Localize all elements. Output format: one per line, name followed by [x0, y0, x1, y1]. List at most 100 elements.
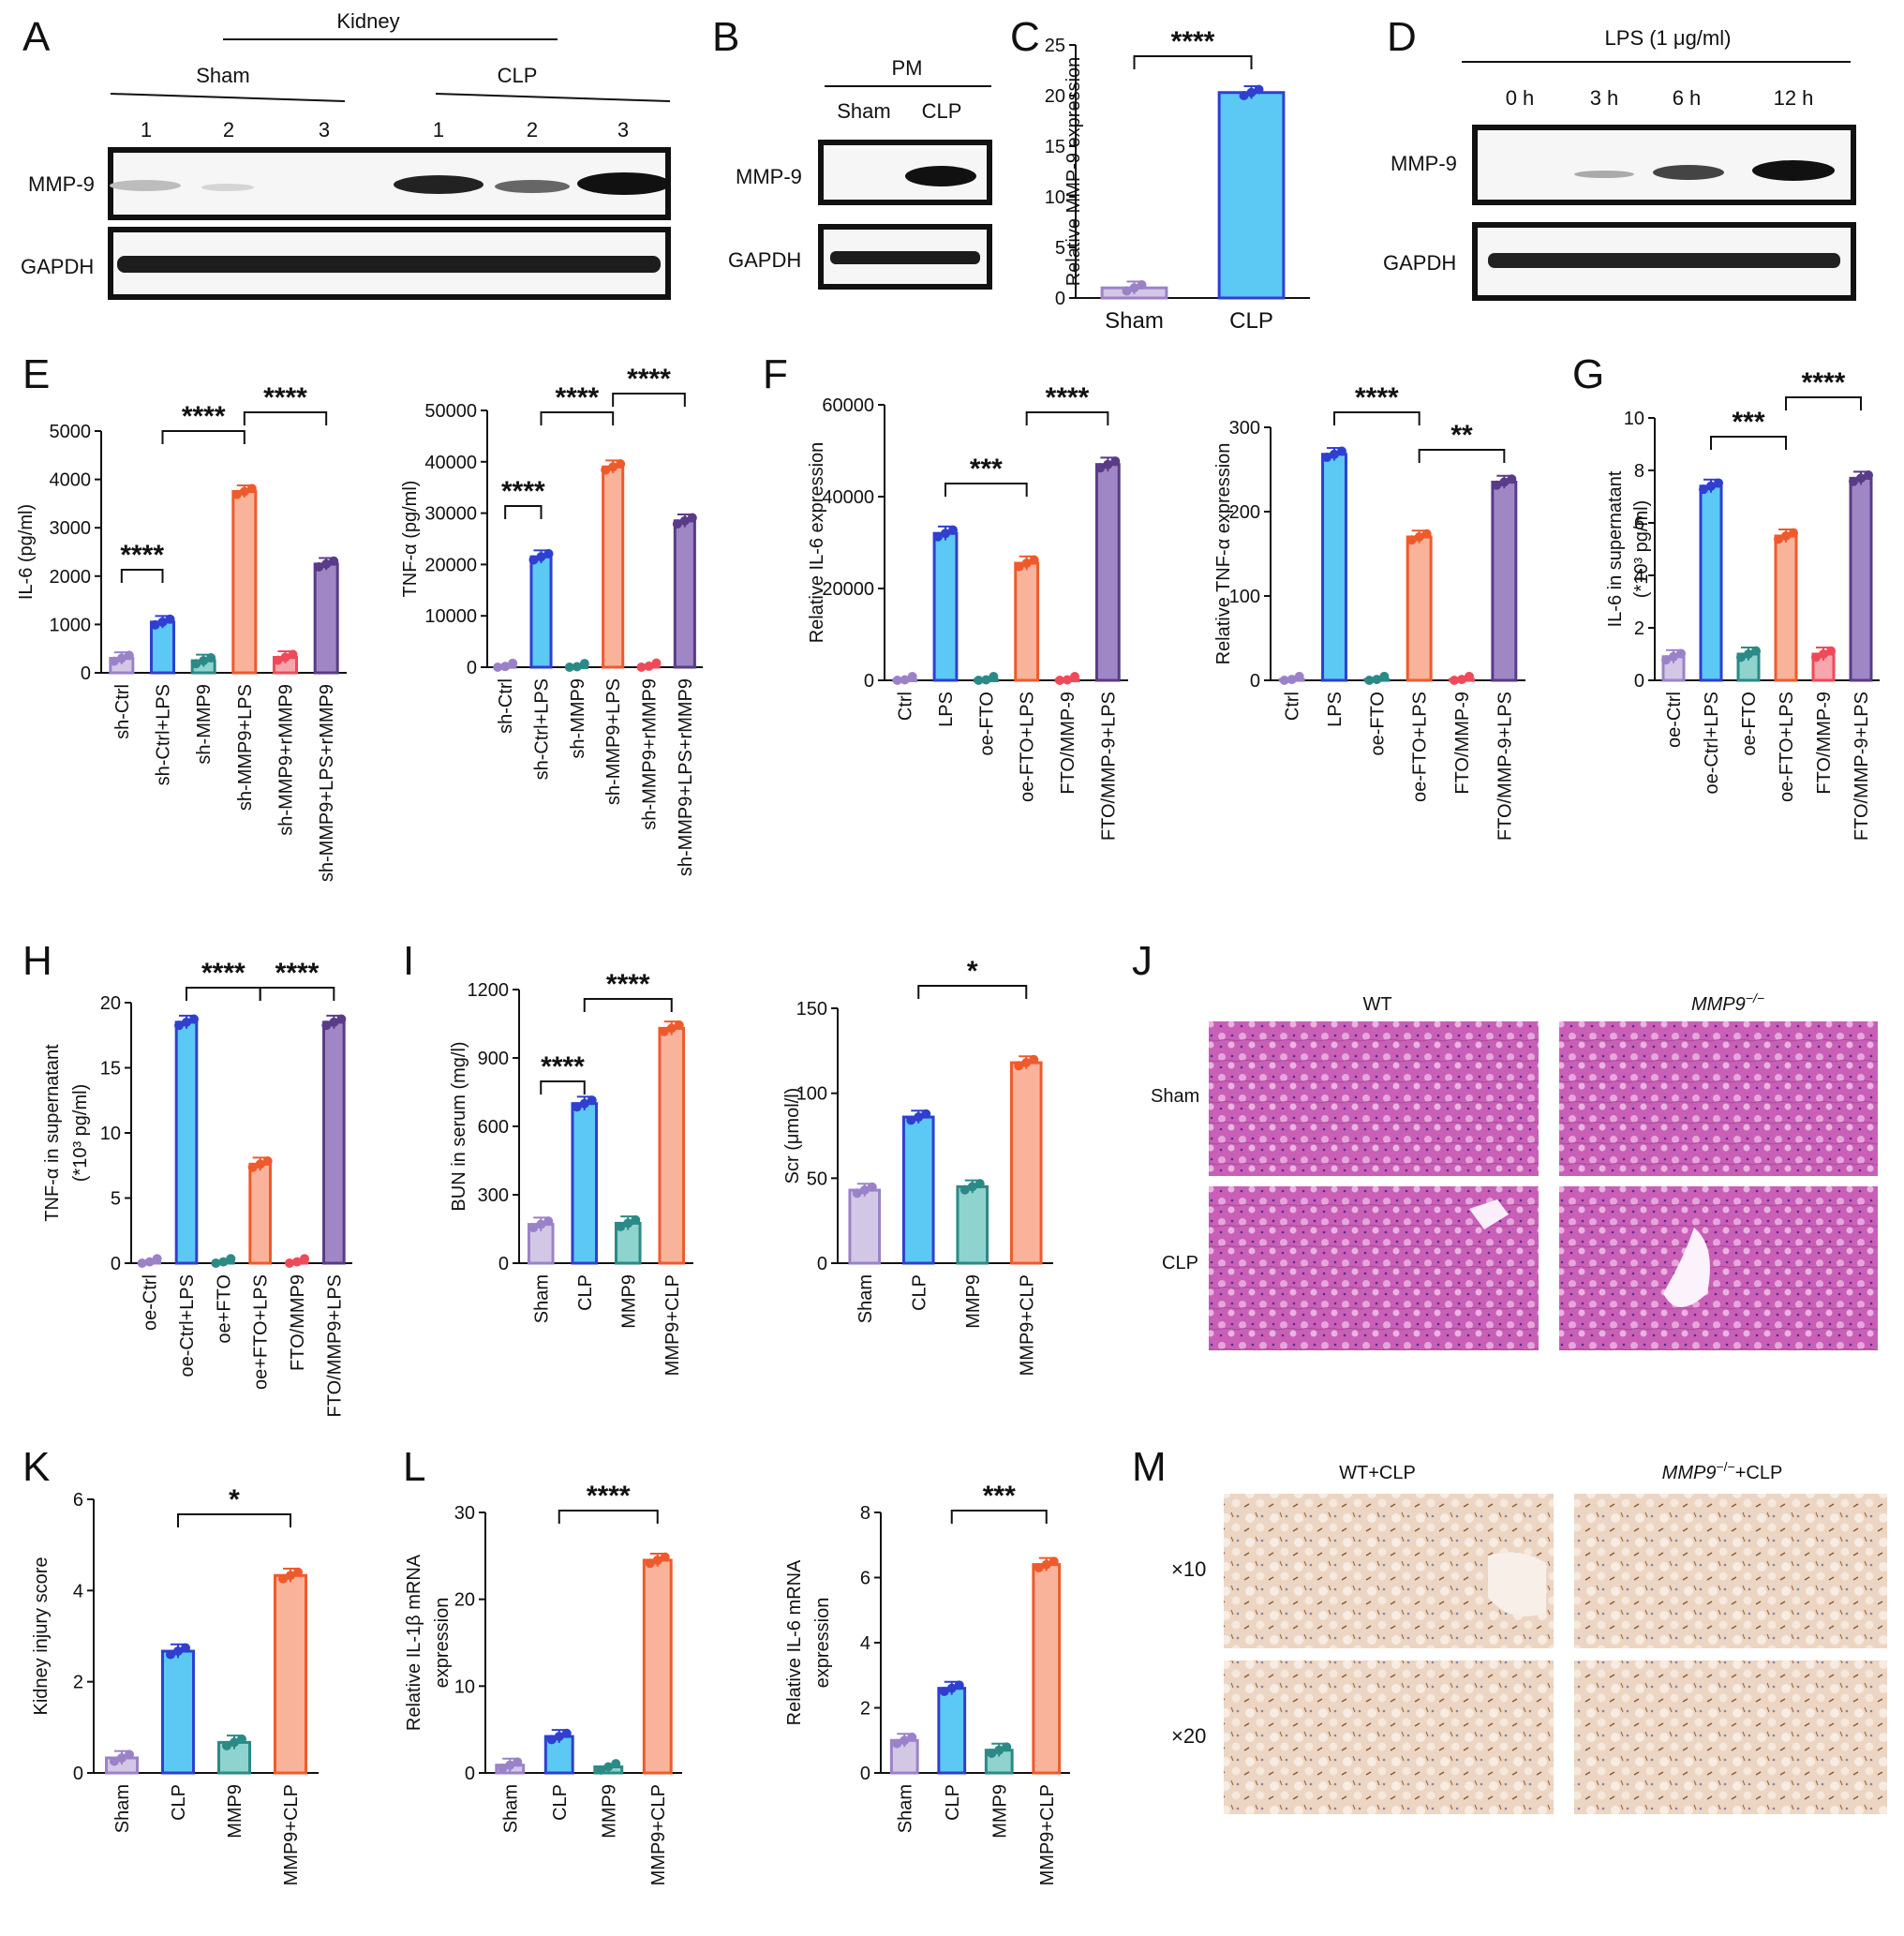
bar: [571, 1102, 599, 1265]
he-image-mmp9-sham: [1559, 1021, 1878, 1176]
data-point: [579, 659, 589, 669]
data-point: [687, 513, 697, 523]
bar: [1491, 481, 1518, 682]
y-tick-label: 5000: [50, 422, 92, 442]
data-point: [981, 675, 991, 685]
bar: [161, 1649, 195, 1775]
y-tick-label: 6: [860, 1569, 870, 1589]
data-point: [1364, 676, 1375, 685]
data-point: [189, 1014, 199, 1024]
data-point: [611, 1759, 621, 1769]
significance-label: ****: [555, 382, 599, 413]
blot-a-group-clp: CLP: [498, 64, 538, 87]
data-point: [1736, 652, 1746, 663]
data-point: [1457, 675, 1466, 685]
data-point: [1029, 555, 1039, 565]
data-point: [867, 1182, 877, 1192]
data-point: [645, 1558, 655, 1569]
y-tick-label: 30000: [424, 504, 477, 525]
x-tick-label: sh-Ctrl+LPS: [154, 684, 174, 785]
data-point: [262, 1156, 273, 1167]
panel-letter-d: D: [1387, 14, 1417, 60]
x-tick-label: oe+FTO: [214, 1274, 234, 1344]
y-tick-label: 900: [478, 1049, 509, 1069]
x-tick-label: oe-Ctrl+LPS: [1702, 692, 1722, 795]
data-point: [1751, 646, 1761, 656]
y-tick-label: 8: [860, 1503, 870, 1524]
significance-label: ****: [182, 401, 226, 432]
significance-label: **: [1450, 420, 1473, 451]
data-point: [852, 1188, 862, 1199]
data-point: [1254, 84, 1264, 95]
x-tick-label: MMP9+CLP: [662, 1274, 683, 1376]
data-point: [572, 1102, 582, 1112]
data-point: [546, 1735, 557, 1745]
data-point: [110, 1756, 119, 1766]
x-tick-label: LPS: [1325, 692, 1346, 727]
significance-bracket: [1785, 396, 1862, 410]
x-tick-label: FTO/MMP-9: [1814, 692, 1835, 795]
x-tick-label: CLP: [550, 1784, 571, 1821]
data-point: [907, 671, 917, 681]
y-tick-label: 0: [1634, 671, 1644, 692]
data-point: [124, 650, 134, 661]
y-axis-label: IL-6 in supernatant: [1605, 470, 1626, 627]
data-point: [672, 519, 682, 529]
data-point: [1049, 1556, 1059, 1567]
data-point: [505, 1760, 515, 1770]
data-point: [1322, 453, 1331, 463]
x-tick-label: CLP: [169, 1784, 189, 1821]
data-point: [536, 1219, 546, 1229]
data-point: [974, 1179, 985, 1189]
panel-letter-b: B: [712, 14, 739, 60]
x-tick-label: sh-MMP9+rMMP9: [640, 678, 661, 830]
x-tick-label: FTO/MMP9+LPS: [324, 1274, 345, 1417]
x-tick-label: FTO/MMP-9: [1452, 692, 1473, 795]
y-tick-label: 4: [73, 1581, 83, 1601]
x-tick-label: Ctrl: [896, 692, 916, 721]
data-point: [561, 1728, 572, 1738]
bar: [1014, 561, 1040, 682]
bar: [1849, 476, 1873, 682]
data-point: [907, 1732, 917, 1742]
blot-b-row-mmp9: MMP-9: [736, 165, 802, 188]
data-point: [572, 662, 582, 672]
data-point: [1337, 446, 1346, 456]
histo-m-col-wt-clp: WT+CLP: [1339, 1463, 1416, 1483]
he-image-wt-sham: [1209, 1021, 1539, 1176]
significance-bracket: [186, 987, 261, 1001]
bar: [901, 1115, 935, 1265]
bar: [1699, 484, 1723, 682]
data-point: [921, 1109, 931, 1119]
data-point: [587, 1095, 597, 1106]
data-point: [1406, 535, 1417, 545]
data-point: [603, 1762, 614, 1772]
y-tick-label: 50000: [424, 401, 477, 422]
panel-d: D LPS (1 μg/ml) 0 h 3 h 6 h 12 h MMP-9 G…: [1383, 14, 1856, 301]
significance-bracket: [540, 1080, 586, 1095]
y-tick-label: 0: [498, 1254, 509, 1274]
x-tick-label: sh-MMP9: [194, 684, 215, 765]
x-tick-label: FTO/MMP-9: [1058, 692, 1078, 795]
data-point: [493, 663, 503, 672]
x-tick-label: CLP: [909, 1274, 930, 1311]
data-point: [246, 484, 257, 494]
x-tick-label: Sham: [855, 1274, 876, 1323]
x-tick-label: MMP9: [618, 1274, 639, 1329]
y-tick-label: 40000: [822, 487, 874, 508]
data-point: [948, 525, 958, 535]
data-point: [1819, 649, 1828, 659]
data-point: [859, 1185, 870, 1196]
data-point: [579, 1098, 589, 1109]
data-point: [608, 462, 618, 472]
data-point: [293, 1567, 303, 1577]
data-point: [554, 1732, 564, 1742]
data-point: [1070, 671, 1079, 681]
data-point: [1029, 1054, 1039, 1065]
data-point: [1864, 470, 1873, 481]
y-tick-label: 6: [1634, 514, 1644, 534]
x-tick-label: sh-MMP9+LPS+rMMP9: [676, 678, 696, 876]
blot-a-row-gapdh: GAPDH: [21, 255, 94, 278]
data-point: [623, 1218, 633, 1229]
